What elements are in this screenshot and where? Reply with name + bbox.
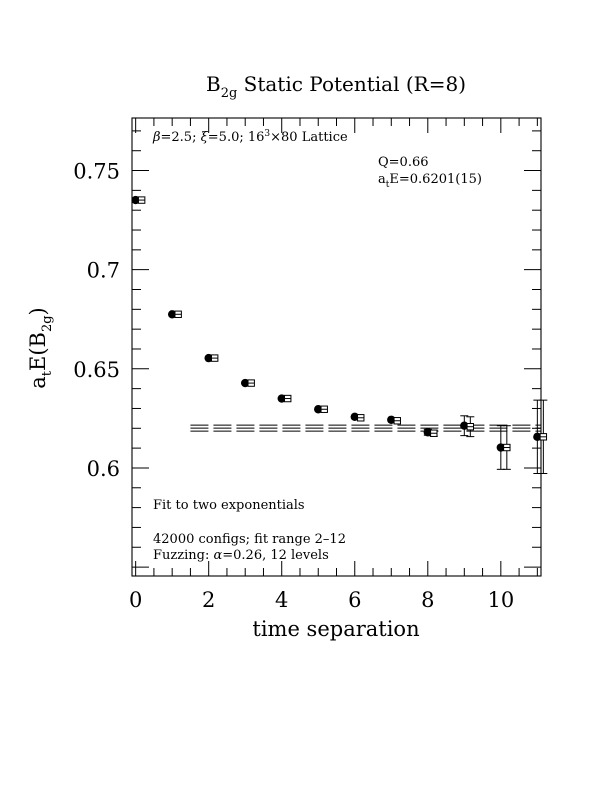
energy-text: E=0.6201(15) — [389, 172, 482, 187]
lattice-annotation: β=2.5; ξ=5.0; 163×80 Lattice — [152, 129, 348, 145]
xi-symbol: ξ — [201, 130, 209, 145]
y-tick-label: 0.6 — [87, 457, 120, 481]
y-label-suffix: ) — [26, 307, 50, 315]
data-point-circle — [350, 412, 359, 421]
data-point-circle — [277, 394, 286, 403]
y-tick-label: 0.65 — [73, 358, 120, 382]
fuzzing-text: =0.26, 12 levels — [222, 548, 329, 563]
fit-annotation: Fit to two exponentials — [153, 498, 305, 513]
axis-ticks — [132, 118, 541, 576]
lattice-superscript: 3 — [264, 129, 270, 139]
x-tick-label: 2 — [202, 588, 215, 612]
chart-title: B2g Static Potential (R=8) — [206, 72, 466, 101]
fuzzing-annotation: Fuzzing: α=0.26, 12 levels — [153, 548, 329, 563]
energy-annotation: atE=0.6201(15) — [378, 172, 482, 190]
x-axis-label: time separation — [252, 617, 419, 641]
x-tick-label: 6 — [348, 588, 361, 612]
fuzzing-prefix: Fuzzing: — [153, 548, 213, 563]
x-tick-label: 4 — [275, 588, 288, 612]
xi-text: =5.0; 16 — [208, 130, 265, 145]
y-tick-labels: 0.6 0.65 0.7 0.75 — [73, 160, 120, 481]
data-point-circle — [204, 353, 213, 363]
data-point-circle — [314, 405, 323, 414]
y-tick-label: 0.7 — [87, 259, 120, 283]
data-marks — [131, 195, 548, 474]
title-main-before-sub: B — [206, 72, 221, 96]
data-point-circle — [460, 421, 469, 430]
title-subscript: 2g — [221, 86, 238, 101]
x-tick-label: 10 — [487, 588, 514, 612]
data-point-circle — [387, 415, 396, 424]
y-tick-label: 0.75 — [73, 160, 120, 184]
alpha-symbol: α — [213, 548, 222, 563]
y-label-prefix-sub: t — [40, 370, 55, 376]
lattice-end-text: ×80 Lattice — [270, 130, 348, 145]
beta-text: =2.5; — [161, 130, 201, 145]
data-point-circle — [131, 195, 140, 205]
title-main-after-sub: Static Potential (R=8) — [237, 72, 466, 96]
data-point-circle — [167, 310, 177, 319]
beta-symbol: β — [152, 130, 161, 145]
x-tick-label: 0 — [129, 588, 142, 612]
data-point-circle — [241, 378, 250, 388]
y-label-middle-sub: 2g — [40, 315, 55, 332]
data-point-circle — [496, 443, 506, 452]
y-axis-label: atE(B2g) — [26, 307, 55, 389]
energy-prefix: a — [378, 172, 386, 187]
data-point-circle — [533, 432, 542, 442]
energy-subscript: t — [386, 180, 390, 190]
y-label-middle: E(B — [26, 332, 50, 371]
x-tick-label: 8 — [421, 588, 434, 612]
q-value-annotation: Q=0.66 — [378, 155, 429, 170]
fit-band — [190, 424, 541, 432]
x-tick-labels: 0 2 4 6 8 10 — [129, 588, 514, 612]
configs-annotation: 42000 configs; fit range 2–12 — [153, 532, 346, 547]
y-label-prefix: a — [26, 376, 50, 389]
